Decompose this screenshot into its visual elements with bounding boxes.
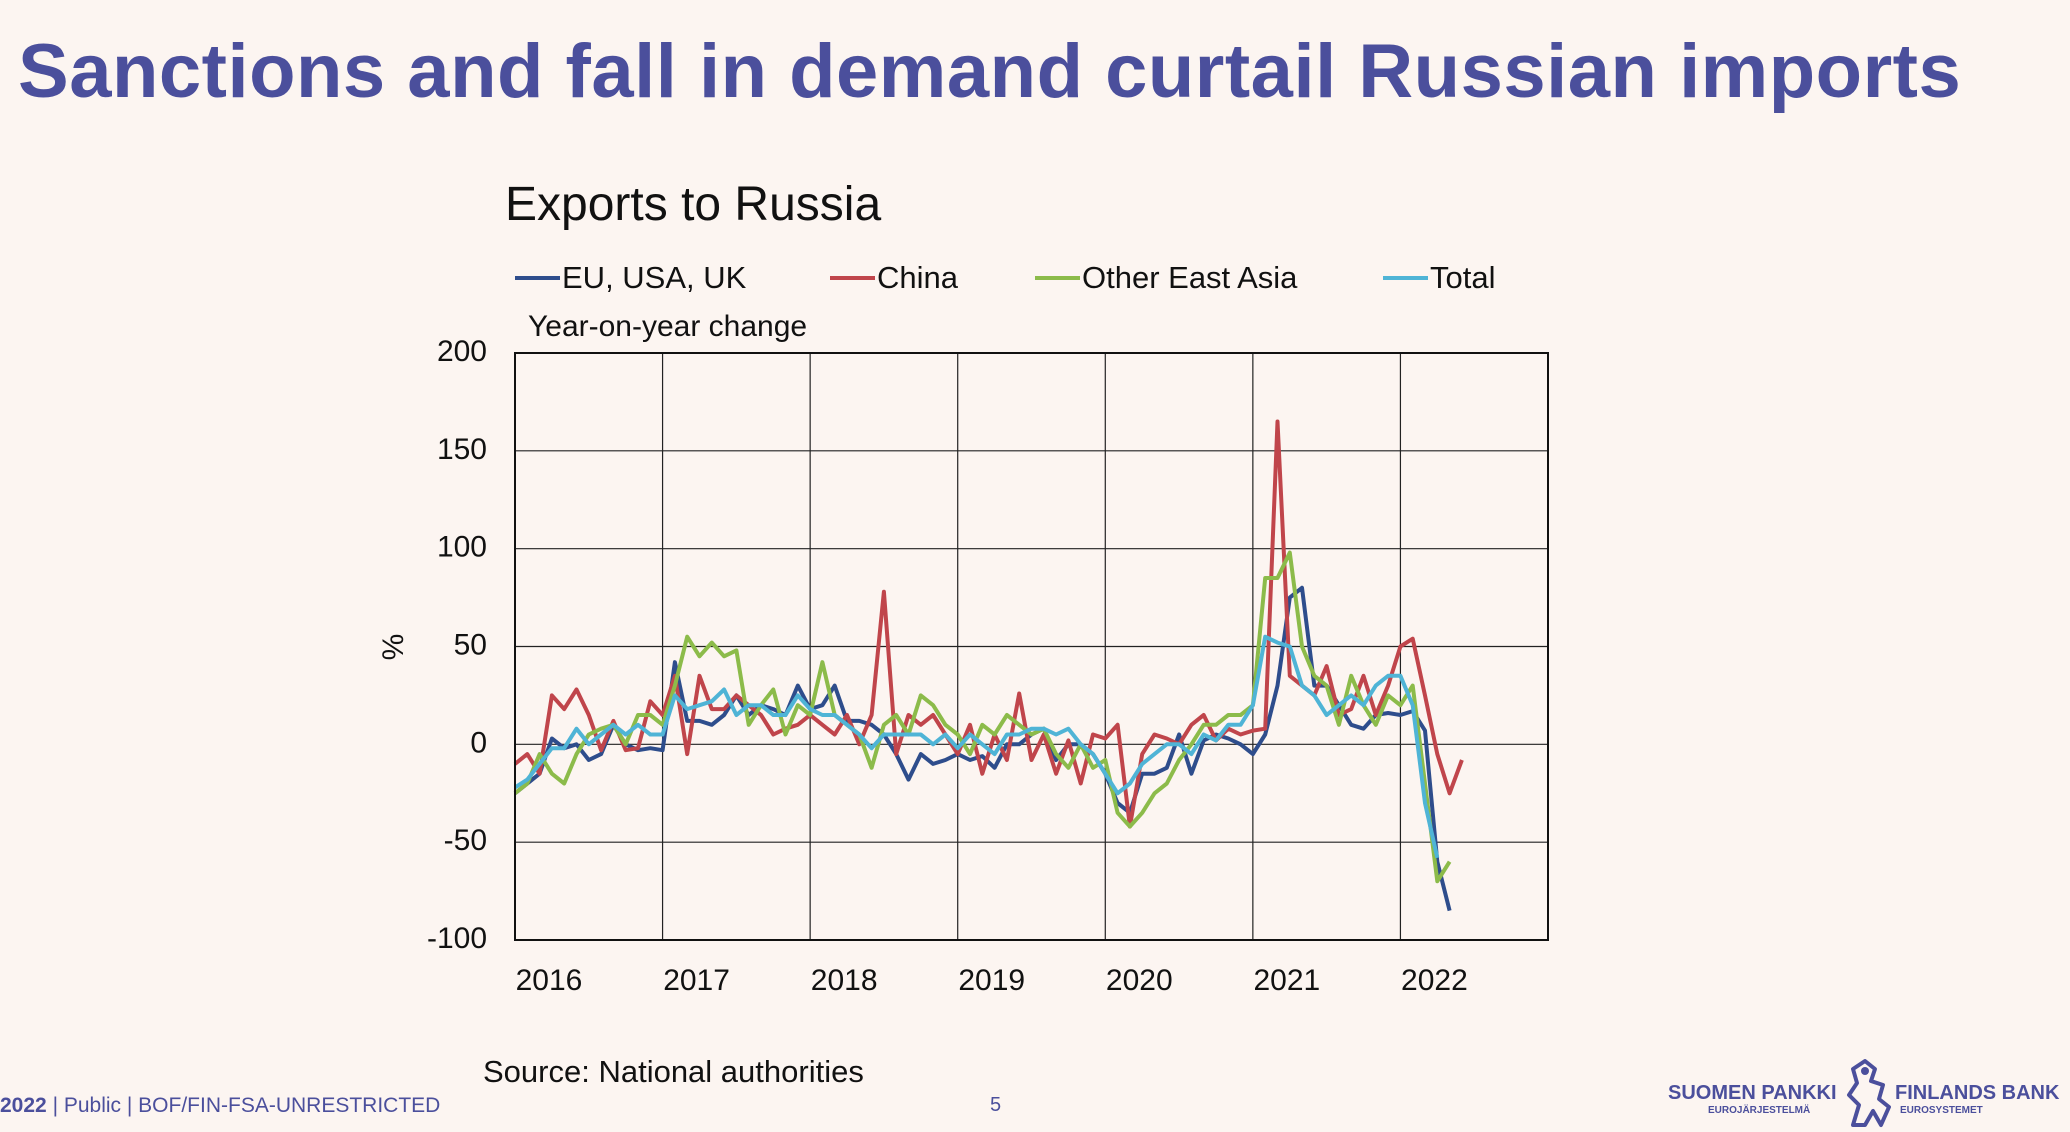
x-tick-label: 2016: [516, 964, 583, 997]
y-tick-label: -50: [444, 824, 487, 857]
logo-sub-right: EUROSYSTEMET: [1900, 1105, 1983, 1116]
x-tick-label: 2020: [1106, 964, 1173, 997]
page-number: 5: [990, 1094, 1002, 1116]
chart-title: Exports to Russia: [505, 178, 881, 231]
legend-label-other-east-asia: Other East Asia: [1082, 260, 1298, 295]
plot-area-border: [514, 352, 1549, 941]
x-tick-label: 2018: [811, 964, 878, 997]
logo-name-right: FINLANDS BANK: [1895, 1082, 2060, 1104]
x-tick-label: 2017: [663, 964, 730, 997]
bank-logo: SUOMEN PANKKI EUROJÄRJESTELMÄ FINLANDS B…: [1660, 1055, 2070, 1132]
y-tick-label: 0: [470, 726, 487, 759]
chart-legend: EU, USA, UK China Other East Asia Total: [515, 260, 1495, 295]
y-tick-label: 100: [437, 531, 487, 564]
x-tick-label: 2022: [1401, 964, 1468, 997]
legend-item-total: Total: [1383, 260, 1495, 295]
chart-grid: [515, 352, 1548, 941]
footer-year: 2022: [0, 1094, 47, 1117]
chart-subtitle: Year-on-year change: [528, 310, 807, 343]
y-axis-label: %: [377, 634, 410, 661]
chart-series: [513, 419, 1464, 912]
series-line-china: [513, 419, 1464, 829]
legend-item-china: China: [830, 260, 959, 295]
footer-text: | Public | BOF/FIN-FSA-UNRESTRICTED: [52, 1094, 441, 1117]
chart-source: Source: National authorities: [483, 1054, 864, 1089]
legend-item-eu-usa-uk: EU, USA, UK: [515, 260, 747, 295]
logo-name-left: SUOMEN PANKKI: [1668, 1082, 1837, 1104]
series-line-total: [513, 634, 1440, 859]
y-tick-label: 150: [437, 433, 487, 466]
legend-label-total: Total: [1430, 260, 1495, 295]
series-line-eu-usa-uk: [513, 585, 1452, 912]
y-axis-ticks: -100 -50 0 50 100 150 200: [427, 335, 487, 955]
x-axis-ticks: 2016 2017 2018 2019 2020 2021 2022: [516, 964, 1468, 997]
slide-title: Sanctions and fall in demand curtail Rus…: [18, 29, 1962, 114]
x-tick-label: 2021: [1253, 964, 1320, 997]
legend-label-china: China: [877, 260, 959, 295]
lion-emblem-icon: [1847, 1059, 1891, 1127]
footer-classification: 2022 | Public | BOF/FIN-FSA-UNRESTRICTED: [0, 1094, 440, 1118]
y-tick-label: 50: [454, 628, 487, 661]
x-tick-label: 2019: [958, 964, 1025, 997]
legend-label-eu-usa-uk: EU, USA, UK: [562, 260, 747, 295]
series-line-other-east-asia: [513, 550, 1452, 884]
y-tick-label: 200: [437, 335, 487, 368]
legend-item-other-east-asia: Other East Asia: [1035, 260, 1298, 295]
logo-sub-left: EUROJÄRJESTELMÄ: [1708, 1105, 1811, 1116]
y-tick-label: -100: [427, 922, 487, 955]
